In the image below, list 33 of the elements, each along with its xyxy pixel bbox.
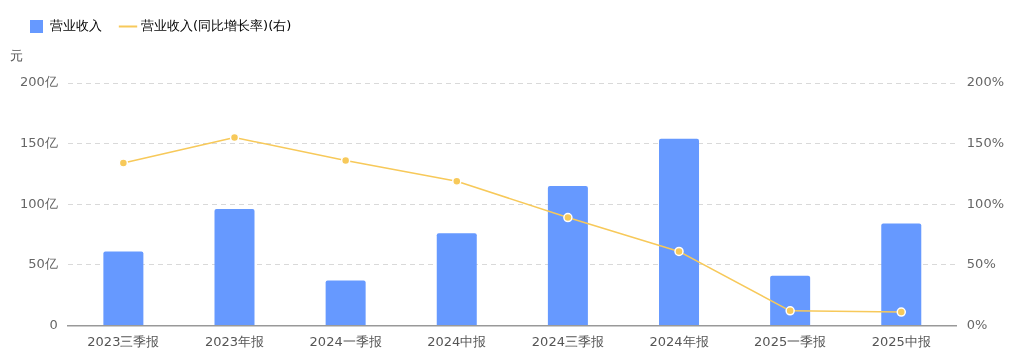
y2-tick-label: 50% <box>966 256 996 272</box>
x-tick-label: 2023三季报 <box>87 333 160 349</box>
legend-label: 营业收入 <box>49 17 102 33</box>
y2-tick-label: 200% <box>966 74 1005 90</box>
y2-tick-label: 150% <box>966 134 1005 150</box>
legend-label: 营业收入(同比增长率)(右) <box>141 17 292 33</box>
bar <box>103 251 144 325</box>
bar <box>881 223 922 325</box>
y-tick-label: 0 <box>49 316 58 332</box>
y-tick-label: 100亿 <box>19 195 58 211</box>
y2-tick-label: 0% <box>966 316 988 332</box>
x-tick-label: 2024一季报 <box>309 333 382 349</box>
x-tick-label: 2025一季报 <box>754 333 827 349</box>
point <box>563 212 573 223</box>
y-tick-label: 50亿 <box>28 256 58 272</box>
bar <box>214 209 255 325</box>
point <box>785 306 795 316</box>
bar <box>659 138 700 325</box>
bar <box>770 275 811 325</box>
point <box>896 307 907 317</box>
x-tick-label: 2024三季报 <box>531 333 604 349</box>
bar <box>436 233 477 325</box>
x-tick-label: 2024年报 <box>649 333 709 349</box>
x-tick-label: 2025中报 <box>871 333 931 349</box>
y-tick-label: 150亿 <box>19 134 58 150</box>
x-tick-label: 2023年报 <box>204 333 265 349</box>
x-tick-label: 2024中报 <box>427 333 487 349</box>
y-axis-title: 元 <box>10 48 23 64</box>
y2-tick-label: 100% <box>966 195 1005 211</box>
y-tick-label: 200亿 <box>19 74 58 90</box>
point <box>674 246 684 257</box>
bar <box>325 280 366 325</box>
bar <box>547 186 588 325</box>
